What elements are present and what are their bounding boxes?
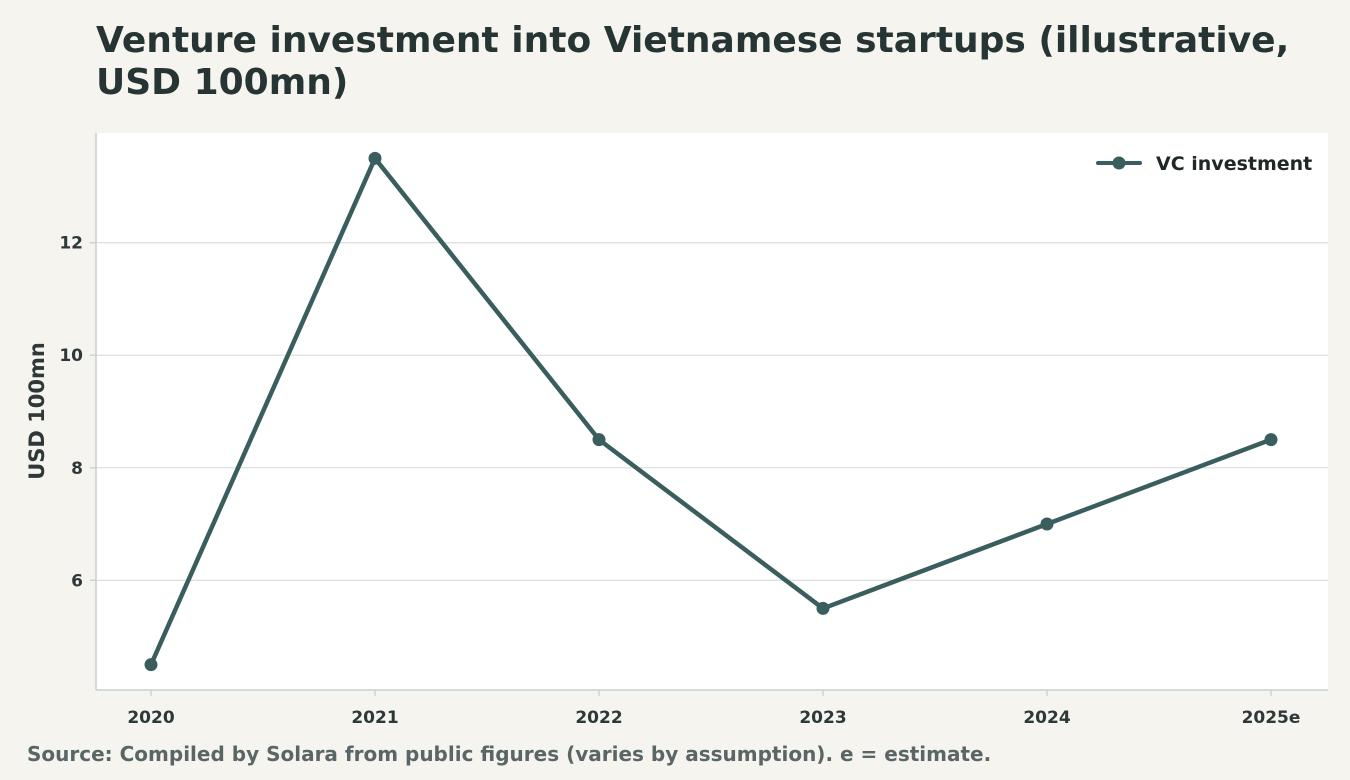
x-ticks: 2020 2021 2022 2023 2024 2025e [127, 690, 1300, 728]
legend: VC investment [1096, 153, 1312, 175]
legend-label-vc-investment: VC investment [1156, 153, 1312, 175]
y-tick-label-10: 10 [59, 346, 83, 366]
y-axis-title: USD 100mn [25, 342, 49, 480]
y-tick-label-12: 12 [59, 234, 83, 254]
x-tick-label-2025e: 2025e [1242, 708, 1301, 728]
series-layer [144, 151, 1278, 672]
x-tick-label-2023: 2023 [799, 708, 846, 728]
data-point-2021 [368, 151, 382, 165]
data-point-2022 [592, 433, 606, 447]
data-point-2025e [1264, 433, 1278, 447]
x-tick-label-2024: 2024 [1023, 708, 1070, 728]
data-point-2023 [816, 601, 830, 615]
grid-lines [96, 242, 1328, 581]
y-tick-label-6: 6 [71, 571, 83, 591]
y-ticks: 6 8 10 12 [59, 234, 96, 591]
source-note: Source: Compiled by Solara from public f… [27, 742, 992, 766]
x-tick-label-2021: 2021 [351, 708, 398, 728]
x-tick-label-2022: 2022 [575, 708, 622, 728]
data-point-2020 [144, 658, 158, 672]
chart-title: Venture investment into Vietnamese start… [96, 20, 1290, 103]
legend-marker-swatch [1112, 156, 1126, 170]
x-tick-label-2020: 2020 [127, 708, 174, 728]
data-point-2024 [1040, 517, 1054, 531]
series-line-0 [148, 156, 1274, 667]
plot-area [96, 133, 1328, 690]
y-tick-label-8: 8 [71, 459, 83, 479]
